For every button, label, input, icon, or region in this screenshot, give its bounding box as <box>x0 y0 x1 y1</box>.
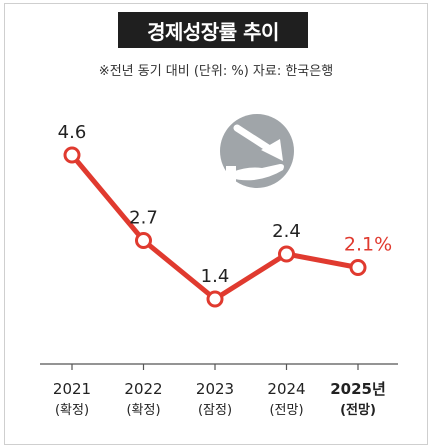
data-point-marker <box>135 232 152 249</box>
x-tick-label: 2022 <box>124 380 162 398</box>
chart-subtitle: ※전년 동기 대비 (단위: %) 자료: 한국은행 <box>98 64 334 79</box>
x-tick-note: (확정) <box>55 403 89 418</box>
x-tick-label: 2024 <box>267 380 305 398</box>
data-point-marker <box>278 245 295 263</box>
data-point-marker <box>206 290 224 308</box>
data-value-label: 2.7 <box>129 208 158 229</box>
chart-title: 경제성장률 추이 <box>147 19 279 44</box>
data-value-label: 1.4 <box>201 266 230 287</box>
x-tick-label: 2021 <box>53 380 91 398</box>
chart-frame <box>4 3 428 445</box>
x-tick-label: 2023 <box>196 380 234 398</box>
data-point-marker <box>349 259 367 276</box>
x-tick-note: (전망) <box>340 402 376 418</box>
economy-decline-hand-icon <box>220 114 294 188</box>
title-box: 경제성장률 추이 <box>118 12 308 48</box>
data-value-label: 2.1% <box>344 234 392 256</box>
data-point-marker <box>63 146 81 164</box>
x-tick-label: 2025년 <box>330 380 386 398</box>
x-tick-note: (확정) <box>126 403 160 418</box>
x-tick-note: (전망) <box>269 403 303 418</box>
data-value-label: 4.6 <box>58 122 87 143</box>
data-value-label: 2.4 <box>272 221 301 242</box>
x-tick-note: (잠정) <box>198 403 232 418</box>
